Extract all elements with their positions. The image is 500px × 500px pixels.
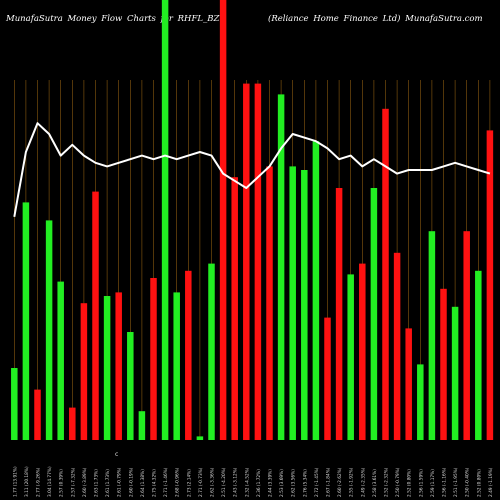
x-tick-label: 2.56 (1.59%) [418,469,424,497]
money-flow-bar-down [359,263,366,440]
x-tick-label: 2.61 (-0.79%) [117,467,123,497]
money-flow-bar-up [370,188,378,440]
money-flow-bar-down [150,278,157,440]
x-tick-label: 2.67 (-1.84%) [326,467,332,497]
x-tick-label: 2.57 (0.39%) [59,469,65,497]
x-tick-label: 2.64 (1.38%) [140,469,146,497]
money-flow-bar-up [161,0,169,440]
x-tick-label: 2.44 (3.39%) [268,469,274,497]
x-tick-label: 2.51 (-4.20%) [221,467,227,497]
money-flow-bar-down [185,270,192,440]
money-flow-bar-up [173,292,180,440]
x-tick-label: 2.71 (-0.73%) [198,467,204,497]
x-tick-label: 2.43 (-3.12%) [233,467,239,497]
x-tick-label: 2.49 (-2.35%) [360,467,366,497]
chart-title: MunafaSutra Money Flow Charts for RHFL_B… [6,14,220,24]
money-flow-bar-up [428,231,436,440]
x-tick-label: 2.49 (-1.19%) [488,467,494,497]
money-flow-bar-up [417,364,424,440]
x-tick-label: 2.73 (2.14%) [186,469,192,497]
x-tick-label: 2.52 (-2.32%) [384,467,390,497]
money-flow-bar-down [243,83,250,440]
money-flow-bar-down [405,328,412,440]
x-tick-label: 2.71 (-1.46%) [163,467,169,497]
money-flow-bar-up [103,296,111,440]
money-flow-bar-down [34,389,41,440]
x-tick-label: 2.50 (-0.79%) [395,467,401,497]
x-tick-label: 2.59 (1.17%) [430,469,436,497]
x-tick-label: 2.53 (3.69%) [279,469,285,497]
money-flow-bar-down [393,252,401,440]
money-flow-bar-up [11,368,18,440]
money-flow-bar-up [475,270,482,440]
money-flow-bar-down [382,108,389,441]
x-tick-label: 2.76 (5.34%) [302,469,308,497]
x-tick-label: 2.63 (1.73%) [94,469,100,497]
price-line [13,122,491,217]
money-flow-bar-up [196,436,204,440]
x-tick-label: 2.55 (-1.92%) [349,467,355,497]
money-flow-bar-up [277,94,285,441]
money-flow-bar-down [231,177,238,440]
x-tick-label: 2.36 (1.72%) [256,469,262,497]
x-tick-label: 2.75 (4.32%) [152,469,158,497]
money-flow-bar-down [324,317,331,440]
x-tick-label: 3.11 (20.18%) [24,466,30,497]
money-flow-bar-up [289,166,296,440]
x-tick-label: 3.04 (14.77%) [47,466,53,497]
money-flow-bar-down [440,288,447,440]
money-flow-bar-up [45,220,53,440]
money-flow-bars [11,0,494,441]
chart-subtitle: (Reliance Home Finance Ltd) MunafaSutra.… [268,14,483,24]
money-flow-bar-down [115,292,122,440]
x-tick-label: 2.61 (1.73%) [105,469,111,497]
x-tick-label: 2.50 (-0.40%) [465,467,471,497]
x-tick-label: 2.52 (0.80%) [476,469,482,497]
money-flow-bar-down [254,83,262,440]
money-flow-bar-down [219,0,227,440]
x-tick-label: 2.72 (-1.45%) [314,467,320,497]
x-tick-label: 2.51 (-1.95%) [453,467,459,497]
money-flow-bar-up [138,411,146,440]
x-tick-label: 2.56 (-1.16%) [442,467,448,497]
x-tick-label: 2.52 (0.80%) [407,469,413,497]
x-tick-label: 2.60 (-3.89%) [82,467,88,497]
x-tick-label: 1.77 (13.91%) [12,466,18,497]
money-flow-bar-up [451,306,459,440]
money-flow-bar-up [57,281,64,440]
x-tick-label: 2.57 (-7.32%) [70,467,76,497]
money-flow-bar-up [347,274,354,440]
money-flow-bar-down [335,188,343,440]
x-tick-label: 2.77 (-9.26%) [36,467,42,497]
money-flow-bar-up [127,332,134,440]
money-flow-bar-up [208,263,215,440]
money-flow-bar-down [486,130,494,440]
money-flow-bar-down [80,303,88,440]
money-flow-bar-down [266,166,273,440]
x-tick-labels: 1.77 (13.91%) 3.11 (20.18%) 2.77 (-9.26%) 3… [12,466,494,497]
x-tick-label: 2.58 (3.61%) [372,469,378,497]
x-tick-label: 2.68 (-0.96%) [175,467,181,497]
money-flow-bar-down [69,407,76,440]
x-tick-label: 2.62 (3.56%) [291,469,297,497]
x-tick-label: 2.32 (-4.52%) [244,467,250,497]
money-flow-bar-up [22,202,30,440]
price-line-layer [13,122,491,217]
x-tick-label: 2.60 (-2.62%) [337,467,343,497]
money-flow-bar-up [312,141,320,440]
money-flow-bar-up [301,170,308,440]
x-tick-label: 2.62 (-3.36%) [210,467,216,497]
money-flow-bar-down [463,231,470,440]
bottom-marker: c [115,451,118,458]
money-flow-bar-down [92,191,99,440]
x-tick-label: 2.60 (-0.19%) [128,467,134,497]
